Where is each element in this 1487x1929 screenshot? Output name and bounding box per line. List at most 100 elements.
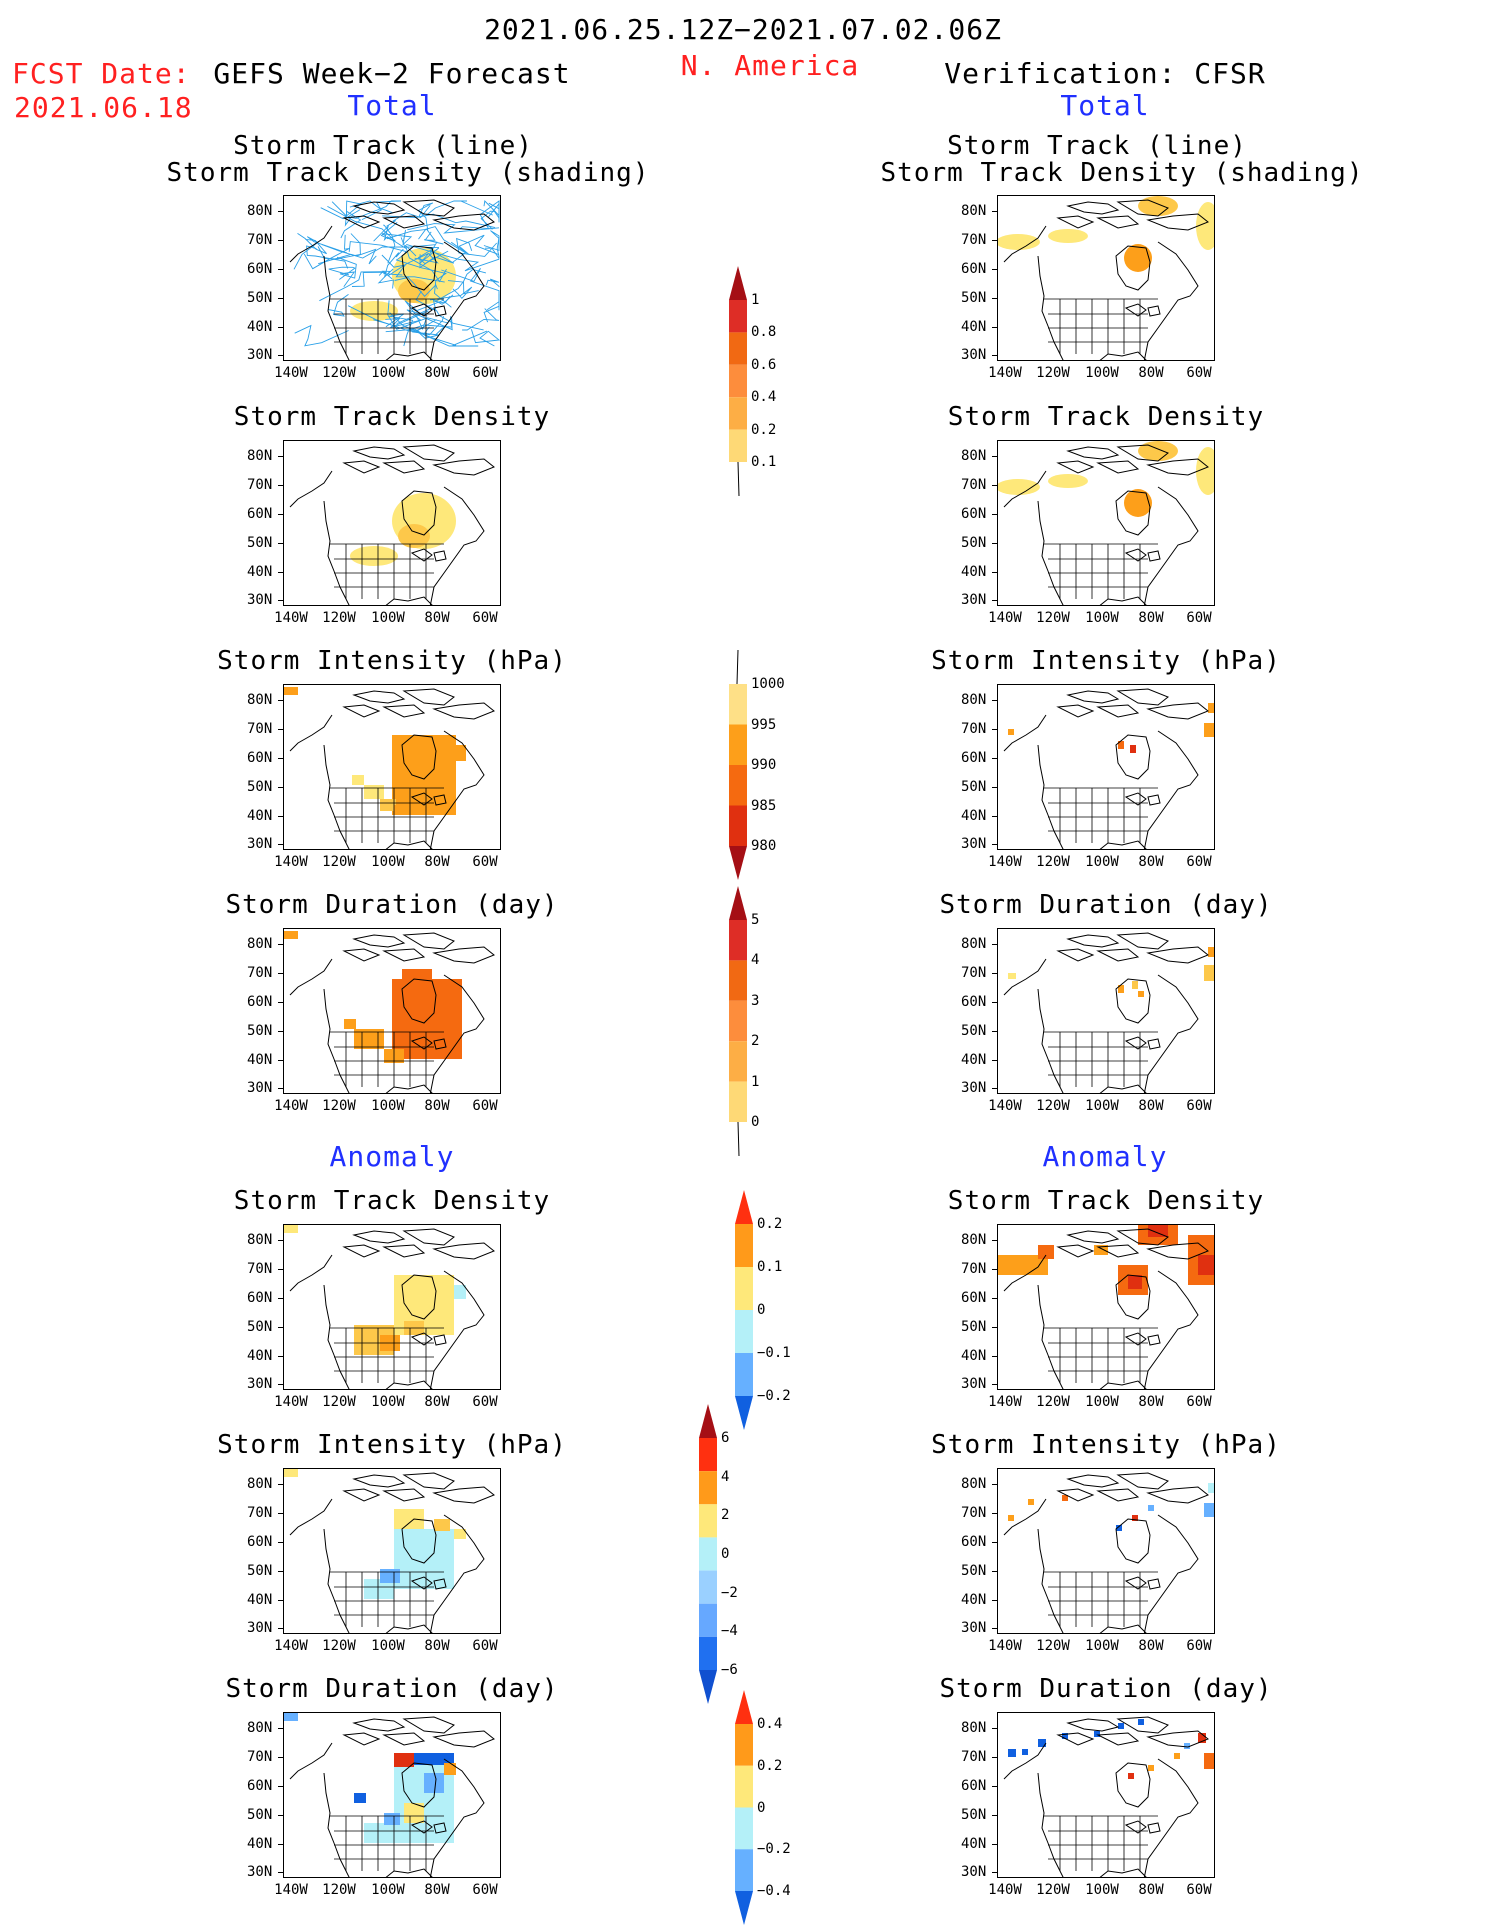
state-borders <box>330 1815 444 1871</box>
lat-label: 40N <box>961 319 987 335</box>
lat-tick <box>992 1728 997 1729</box>
lat-tick <box>992 1513 997 1514</box>
density-shading-core <box>1124 489 1152 517</box>
lon-label: 80W <box>1138 854 1164 870</box>
coastline <box>289 1472 495 1633</box>
state-borders <box>1044 1815 1158 1871</box>
lat-label: 60N <box>247 750 273 766</box>
colorbar-label: 0.1 <box>757 1259 783 1275</box>
state-borders <box>330 1571 444 1627</box>
colorbar-label: 0.4 <box>751 389 777 406</box>
colorbar-label: 985 <box>751 797 777 814</box>
lat-tick <box>278 1384 283 1385</box>
lon-label: 100W <box>371 1638 405 1654</box>
lat-label: 40N <box>961 564 987 580</box>
lat-label: 50N <box>247 1319 273 1335</box>
state-borders <box>1044 543 1158 599</box>
lat-label: 50N <box>961 290 987 306</box>
anomaly-cells <box>284 1225 466 1355</box>
lat-label: 30N <box>247 1376 273 1392</box>
lon-label: 140W <box>274 1098 308 1114</box>
colorbar-segment <box>735 1724 753 1766</box>
lat-label: 70N <box>247 1749 273 1765</box>
coastline <box>1003 932 1209 1093</box>
right-anom-intensity-map <box>997 1468 1215 1634</box>
left-density-title: Storm Track Density <box>233 402 551 432</box>
lat-label: 60N <box>961 261 987 277</box>
state-borders <box>330 787 444 843</box>
density-shading <box>1196 202 1214 250</box>
colorbar-segment <box>699 1471 717 1505</box>
left-anom-density-title: Storm Track Density <box>233 1186 551 1216</box>
colorbar-label: 0.8 <box>751 324 777 341</box>
lat-label: 30N <box>247 1864 273 1880</box>
lat-tick <box>278 1844 283 1845</box>
lon-label: 60W <box>1186 610 1212 626</box>
lat-label: 30N <box>961 347 987 363</box>
anomaly-cells <box>284 1469 466 1599</box>
lat-label: 30N <box>247 1620 273 1636</box>
left-anom-duration-title: Storm Duration (day) <box>225 1674 559 1704</box>
colorbar-label: 0 <box>751 1114 760 1130</box>
right-column-title: Verification: CFSR <box>944 57 1266 90</box>
left-intensity-title: Storm Intensity (hPa) <box>217 646 567 676</box>
lat-label: 40N <box>247 808 273 824</box>
lat-tick <box>992 543 997 544</box>
lon-label: 140W <box>274 1638 308 1654</box>
lat-tick <box>992 1872 997 1873</box>
lon-label: 80W <box>1138 1638 1164 1654</box>
colorbar-segment <box>729 364 747 398</box>
lat-label: 60N <box>247 1778 273 1794</box>
lat-tick <box>278 944 283 945</box>
colorbar-label: 1 <box>751 292 760 308</box>
lat-label: 40N <box>961 1348 987 1364</box>
lat-tick <box>992 1327 997 1328</box>
lat-tick <box>278 700 283 701</box>
lon-label: 60W <box>1186 365 1212 381</box>
colorbar-anom-density <box>733 1190 755 1434</box>
colorbar-label: 0.2 <box>757 1216 783 1232</box>
lat-tick <box>992 211 997 212</box>
lat-label: 40N <box>961 808 987 824</box>
density-shading <box>1048 474 1088 488</box>
colorbar-label: 5 <box>751 912 760 928</box>
lat-tick <box>992 355 997 356</box>
lat-tick <box>278 1356 283 1357</box>
colorbar-label: 4 <box>721 1468 730 1485</box>
right-anom-duration-title: Storm Duration (day) <box>939 1674 1273 1704</box>
lat-label: 30N <box>247 347 273 363</box>
left-anomaly-label: Anomaly <box>329 1140 455 1173</box>
coastline <box>289 1716 495 1877</box>
colorbar-segment <box>735 1353 753 1396</box>
lat-label: 60N <box>247 994 273 1010</box>
lat-label: 70N <box>961 477 987 493</box>
colorbar-label: 2 <box>751 1033 760 1050</box>
lat-tick <box>992 514 997 515</box>
lat-tick <box>278 1872 283 1873</box>
colorbar-top-arrow <box>729 886 747 920</box>
lon-label: 140W <box>274 610 308 626</box>
lat-label: 30N <box>961 592 987 608</box>
lat-label: 80N <box>961 203 987 219</box>
lat-label: 50N <box>247 290 273 306</box>
coastline <box>289 444 495 605</box>
lon-label: 120W <box>1036 1098 1070 1114</box>
right-total-track-map <box>997 195 1215 361</box>
lat-tick <box>992 1484 997 1485</box>
lat-label: 80N <box>247 203 273 219</box>
lat-tick <box>992 485 997 486</box>
lat-label: 80N <box>247 1476 273 1492</box>
lat-label: 40N <box>961 1592 987 1608</box>
lat-label: 80N <box>961 1720 987 1736</box>
lat-label: 60N <box>247 261 273 277</box>
state-borders <box>1044 1327 1158 1383</box>
colorbar-bottom-arrow <box>729 846 747 880</box>
state-borders <box>330 1327 444 1383</box>
lat-label: 80N <box>961 1232 987 1248</box>
lat-tick <box>278 355 283 356</box>
colorbar-segment <box>729 960 747 1001</box>
lon-label: 120W <box>322 365 356 381</box>
region-label: N. America <box>680 49 860 82</box>
anomaly-cells <box>1008 1719 1214 1779</box>
lon-label: 80W <box>1138 1882 1164 1898</box>
